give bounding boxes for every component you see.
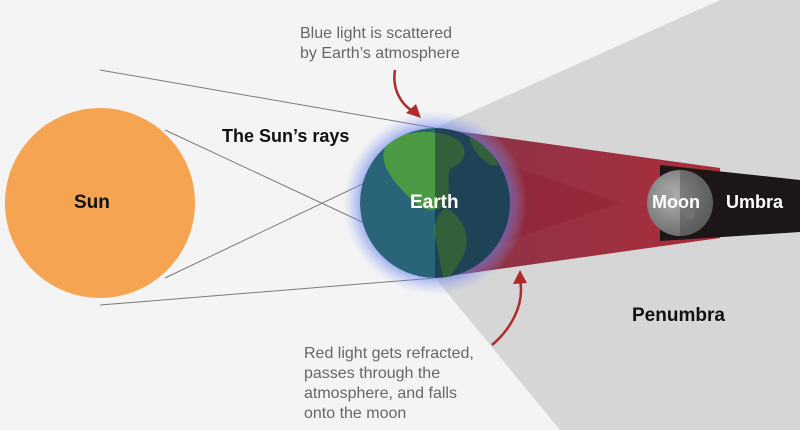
sun bbox=[5, 108, 195, 298]
annotation-line: Blue light is scattered bbox=[300, 25, 453, 42]
moon-label: Moon bbox=[652, 192, 700, 212]
annotation-line: onto the moon bbox=[304, 405, 407, 422]
red-light-arrow bbox=[491, 279, 523, 346]
earth-label: Earth bbox=[410, 192, 459, 213]
annotation-line: by Earth’s atmosphere bbox=[300, 45, 460, 62]
blue-light-arrow bbox=[393, 69, 415, 114]
annotation-line: atmosphere, and falls bbox=[304, 385, 457, 402]
blue-light-annotation: Blue light is scattered by Earth’s atmos… bbox=[300, 24, 500, 64]
suns-rays-label: The Sun’s rays bbox=[222, 126, 350, 146]
annotation-line: passes through the bbox=[304, 365, 441, 382]
sun-label: Sun bbox=[74, 192, 110, 213]
moon bbox=[647, 170, 713, 236]
red-light-annotation: Red light gets refracted, passes through… bbox=[304, 344, 504, 424]
blue-light-arrowhead bbox=[406, 104, 421, 118]
penumbra-label: Penumbra bbox=[632, 305, 725, 326]
red-light-arrowhead bbox=[513, 270, 527, 284]
umbra-label: Umbra bbox=[726, 192, 784, 212]
sun-rays bbox=[99, 69, 436, 306]
annotation-line: Red light gets refracted, bbox=[304, 345, 474, 362]
